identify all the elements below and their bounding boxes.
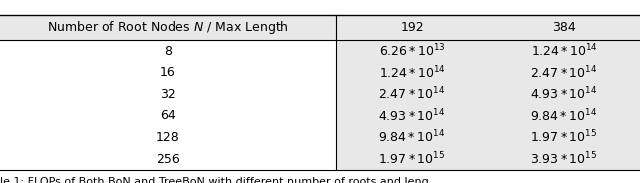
Bar	[336, 127, 640, 148]
Text: 8: 8	[164, 44, 172, 58]
Text: $3.93 * 10^{15}$: $3.93 * 10^{15}$	[531, 151, 598, 167]
Text: $1.97 * 10^{15}$: $1.97 * 10^{15}$	[531, 129, 598, 146]
Text: Number of Root Nodes $N$ / Max Length: Number of Root Nodes $N$ / Max Length	[47, 19, 289, 36]
Text: le 1: FLOPs of Both BoN and TreeBoN with different number of roots and leng: le 1: FLOPs of Both BoN and TreeBoN with…	[0, 177, 429, 183]
Text: 192: 192	[400, 21, 424, 34]
Text: $2.47 * 10^{14}$: $2.47 * 10^{14}$	[378, 86, 446, 102]
Text: 256: 256	[156, 152, 180, 166]
Text: $1.97 * 10^{15}$: $1.97 * 10^{15}$	[378, 151, 445, 167]
Text: $2.47 * 10^{14}$: $2.47 * 10^{14}$	[530, 64, 598, 81]
Bar	[336, 83, 640, 105]
Text: $9.84 * 10^{14}$: $9.84 * 10^{14}$	[378, 129, 445, 146]
Text: 64: 64	[160, 109, 176, 122]
Text: $6.26 * 10^{13}$: $6.26 * 10^{13}$	[379, 43, 445, 59]
Bar	[336, 105, 640, 127]
Bar	[336, 62, 640, 83]
Text: $1.24 * 10^{14}$: $1.24 * 10^{14}$	[378, 64, 445, 81]
Text: 16: 16	[160, 66, 176, 79]
Text: 32: 32	[160, 88, 176, 101]
Bar	[336, 148, 640, 170]
Text: $4.93 * 10^{14}$: $4.93 * 10^{14}$	[530, 86, 598, 102]
Text: $1.24 * 10^{14}$: $1.24 * 10^{14}$	[531, 43, 598, 59]
Text: $4.93 * 10^{14}$: $4.93 * 10^{14}$	[378, 108, 446, 124]
Bar	[0, 15, 640, 40]
Bar	[336, 40, 640, 62]
Text: 384: 384	[552, 21, 576, 34]
Text: $9.84 * 10^{14}$: $9.84 * 10^{14}$	[531, 108, 598, 124]
Text: 128: 128	[156, 131, 180, 144]
